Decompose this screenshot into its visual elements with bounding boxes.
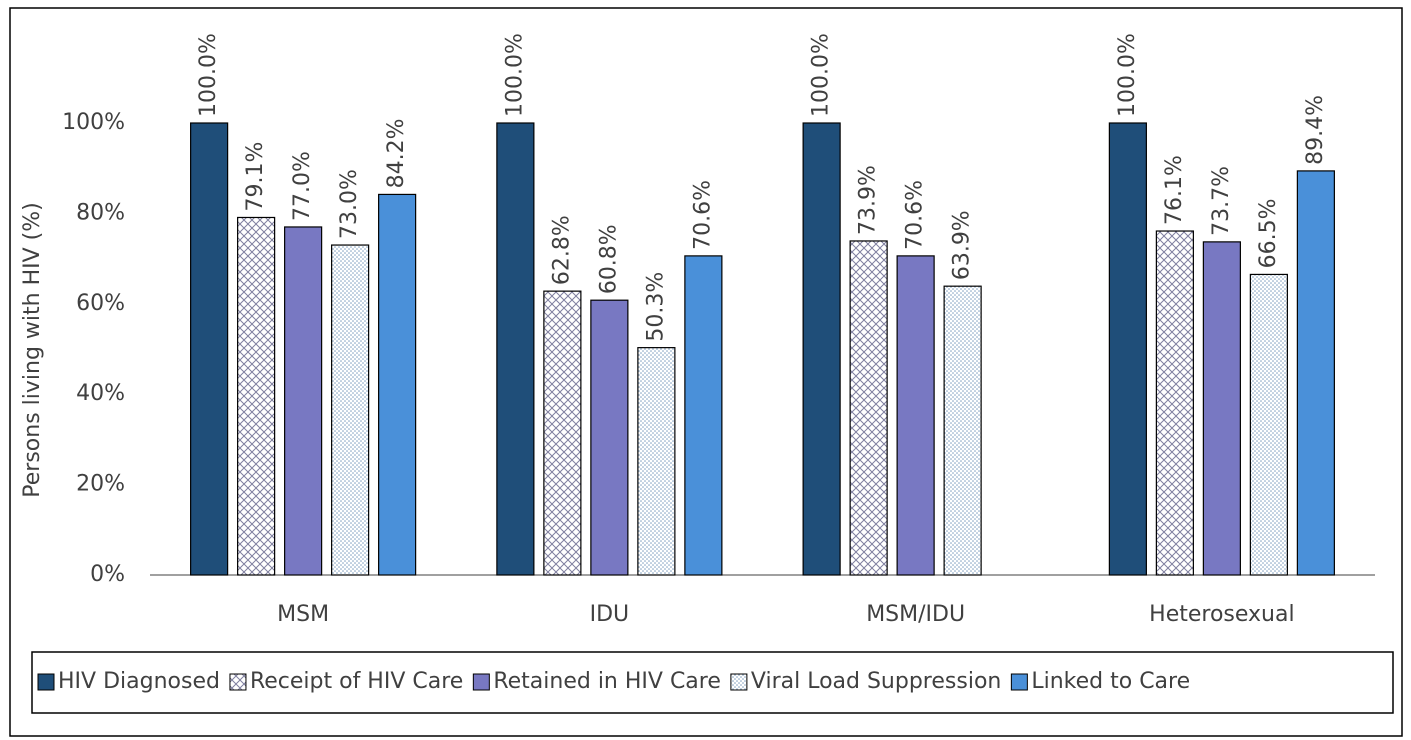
- bar: [1108, 122, 1147, 576]
- value-label: 70.6%: [690, 180, 715, 250]
- bar: [284, 226, 323, 576]
- bar: [190, 122, 229, 576]
- value-label: 70.6%: [903, 180, 928, 250]
- legend-label: Viral Load Suppression: [751, 669, 1001, 694]
- value-label: 100.0%: [502, 33, 527, 117]
- y-tick-label: 0%: [90, 562, 125, 587]
- value-label: 84.2%: [384, 119, 409, 189]
- bar: [237, 216, 276, 576]
- y-tick-label: 60%: [76, 291, 125, 316]
- x-tick-label: Heterosexual: [1149, 602, 1294, 627]
- bar: [1155, 230, 1194, 576]
- legend-swatch: [229, 673, 247, 691]
- bar: [331, 244, 370, 576]
- value-label: 50.3%: [643, 272, 668, 342]
- y-axis-label: Persons living with HIV (%): [20, 202, 45, 497]
- legend-swatch: [730, 673, 748, 691]
- y-tick-label: 80%: [76, 200, 125, 225]
- bar: [1296, 170, 1335, 576]
- legend-swatch: [37, 673, 55, 691]
- value-label: 63.9%: [950, 210, 975, 280]
- bar: [802, 122, 841, 576]
- value-label: 89.4%: [1303, 95, 1328, 165]
- value-label: 76.1%: [1162, 155, 1187, 225]
- value-label: 73.9%: [856, 165, 881, 235]
- bar: [378, 193, 417, 576]
- chart-frame: [9, 7, 1403, 737]
- x-tick-label: MSM/IDU: [866, 602, 965, 627]
- y-tick-label: 100%: [62, 110, 125, 135]
- bar: [1249, 273, 1288, 576]
- legend-box: [31, 651, 1394, 714]
- value-label: 100.0%: [1115, 33, 1140, 117]
- legend-label: HIV Diagnosed: [58, 669, 220, 694]
- value-label: 79.1%: [243, 142, 268, 212]
- bar: [1202, 241, 1241, 576]
- bar: [637, 347, 676, 576]
- value-label: 62.8%: [549, 215, 574, 285]
- value-label: 60.8%: [596, 224, 621, 294]
- bar: [684, 255, 723, 576]
- value-label: 100.0%: [196, 33, 221, 117]
- value-label: 100.0%: [809, 33, 834, 117]
- legend-label: Linked to Care: [1031, 669, 1190, 694]
- legend-label: Receipt of HIV Care: [250, 669, 463, 694]
- bar: [496, 122, 535, 576]
- bar: [590, 299, 629, 576]
- bar: [896, 255, 935, 576]
- x-tick-label: IDU: [590, 602, 630, 627]
- value-label: 66.5%: [1256, 199, 1281, 269]
- bar: [543, 290, 582, 576]
- bar: [849, 240, 888, 576]
- value-label: 77.0%: [290, 151, 315, 221]
- legend-swatch: [472, 673, 490, 691]
- bar: [943, 285, 982, 576]
- value-label: 73.7%: [1209, 166, 1234, 236]
- y-tick-label: 20%: [76, 472, 125, 497]
- value-label: 73.0%: [337, 169, 362, 239]
- x-tick-label: MSM: [277, 602, 329, 627]
- y-tick-label: 40%: [76, 381, 125, 406]
- legend-swatch: [1010, 673, 1028, 691]
- legend-label: Retained in HIV Care: [493, 669, 721, 694]
